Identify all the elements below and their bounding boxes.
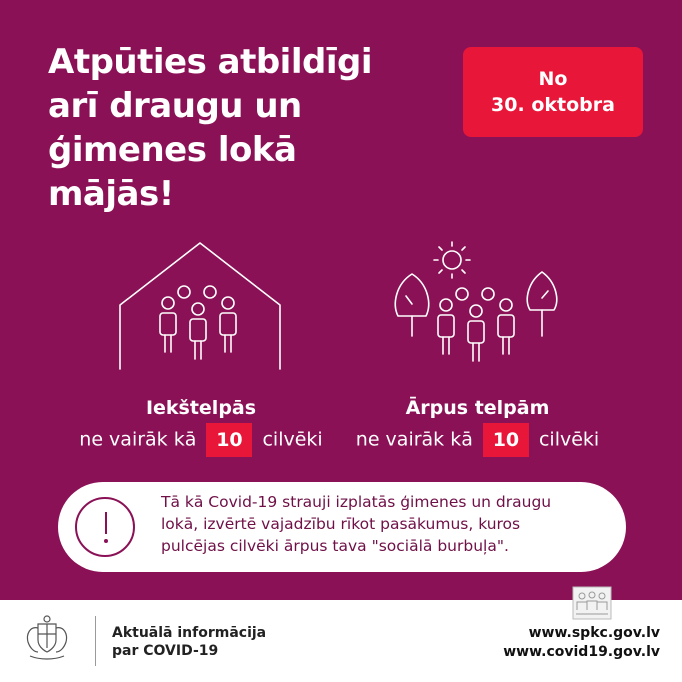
date-badge: No 30. oktobra bbox=[463, 47, 643, 137]
notice-line: pulcējas cilvēki ārpus tava "sociālā bur… bbox=[161, 537, 509, 555]
notice-box: Tā kā Covid-19 strauji izplatās ģimenes … bbox=[58, 482, 626, 572]
notice-text: Tā kā Covid-19 strauji izplatās ģimenes … bbox=[161, 491, 616, 557]
notice-line: lokā, izvērtē vajadzību rīkot pasākumus,… bbox=[161, 515, 521, 533]
notice-line: Tā kā Covid-19 strauji izplatās ģimenes … bbox=[161, 493, 552, 511]
date-badge-line: No bbox=[538, 68, 568, 90]
footer bbox=[0, 600, 682, 682]
indoor-prefix: ne vairāk kā bbox=[79, 428, 197, 451]
indoor-title: Iekštelpās bbox=[145, 397, 257, 419]
outdoor-people-icon bbox=[394, 241, 558, 362]
headline-line: mājās! bbox=[48, 174, 174, 214]
url-link[interactable]: www.spkc.gov.lv bbox=[528, 625, 660, 641]
url-link[interactable]: www.covid19.gov.lv bbox=[503, 644, 660, 660]
exclamation-icon bbox=[75, 497, 135, 557]
headline-line: Atpūties atbildīgi bbox=[48, 42, 372, 82]
outdoor-limit: ne vairāk kā 10 cilvēki bbox=[345, 423, 610, 457]
indoor-rule: Iekštelpās ne vairāk kā 10 cilvēki bbox=[70, 395, 332, 457]
coat-of-arms-icon bbox=[26, 615, 68, 660]
indoor-suffix: cilvēki bbox=[262, 428, 323, 451]
house-with-people-icon bbox=[119, 242, 281, 370]
people-logo-icon bbox=[572, 586, 612, 620]
outdoor-rule: Ārpus telpām ne vairāk kā 10 cilvēki bbox=[345, 395, 610, 457]
date-badge-line: 30. oktobra bbox=[491, 94, 615, 116]
outdoor-number: 10 bbox=[482, 423, 529, 457]
headline-line: arī draugu un bbox=[48, 86, 302, 126]
headline-line: ģimenes lokā bbox=[48, 130, 297, 170]
outdoor-prefix: ne vairāk kā bbox=[355, 428, 473, 451]
footer-info-line: Aktuālā informācija bbox=[112, 625, 267, 641]
headline: Atpūties atbildīgi arī draugu un ģimenes… bbox=[48, 40, 408, 216]
footer-urls: www.spkc.gov.lv www.covid19.gov.lv bbox=[503, 624, 660, 662]
outdoor-title: Ārpus telpām bbox=[405, 397, 550, 419]
footer-divider bbox=[95, 616, 96, 666]
outdoor-suffix: cilvēki bbox=[538, 428, 600, 451]
footer-info: Aktuālā informācija par COVID-19 bbox=[112, 624, 266, 660]
indoor-limit: ne vairāk kā 10 cilvēki bbox=[70, 423, 332, 457]
indoor-number: 10 bbox=[206, 423, 253, 457]
footer-info-line: par COVID-19 bbox=[112, 643, 219, 659]
